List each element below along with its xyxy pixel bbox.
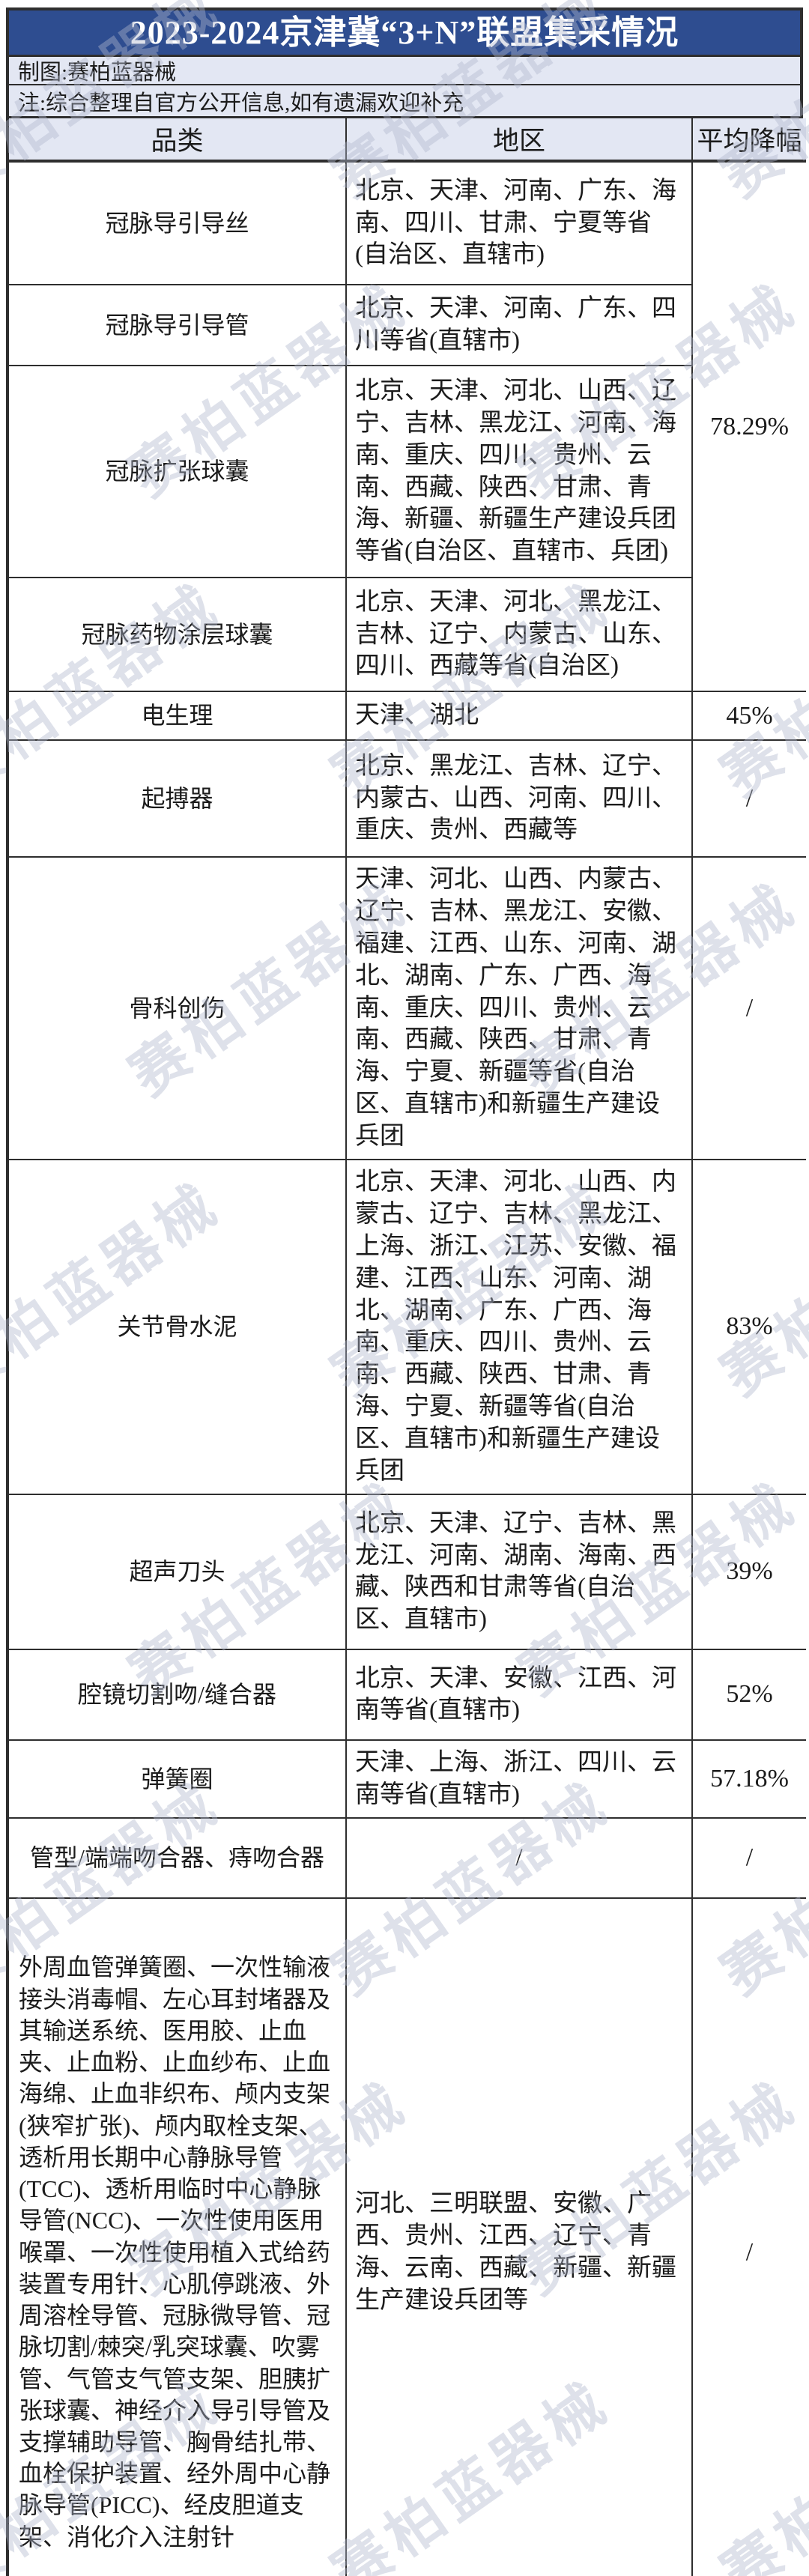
category-cell: 骨科创伤: [9, 855, 347, 1161]
region-cell: /: [345, 1816, 693, 1899]
avg-reduction-cell: 52%: [691, 1648, 806, 1741]
table-row: 腔镜切割吻/缝合器 北京、天津、安徽、江西、河南等省(直辖市) 52%: [9, 1648, 806, 1741]
col-header-region: 地区: [345, 118, 693, 163]
region-cell: 北京、天津、河北、山西、辽宁、吉林、黑龙江、河南、海南、重庆、四川、贵州、云南、…: [345, 365, 692, 578]
table-row: 外周血管弹簧圈、一次性输液接头消毒帽、左心耳封堵器及其输送系统、医用胶、止血夹、…: [9, 1897, 806, 2576]
category-cell: 冠脉药物涂层球囊: [9, 577, 347, 692]
region-cell: 天津、河北、山西、内蒙古、辽宁、吉林、黑龙江、安徽、福建、江西、山东、河南、湖北…: [345, 855, 693, 1161]
avg-reduction-cell: /: [691, 1897, 806, 2576]
table-row: 冠脉导引导丝 北京、天津、河南、广东、海南、四川、甘肃、宁夏等省(自治区、直辖市)…: [9, 160, 806, 692]
region-cell: 北京、天津、河北、黑龙江、吉林、辽宁、内蒙古、山东、四川、西藏等省(自治区): [345, 577, 692, 692]
region-cell: 天津、湖北: [345, 691, 693, 741]
category-cell: 弹簧圈: [9, 1739, 347, 1819]
note-line: 注:综合整理自官方公开信息,如有遗漏欢迎补充: [9, 85, 800, 118]
region-cell: 北京、天津、河南、广东、四川等省(直辖市): [345, 284, 692, 366]
avg-reduction-cell: 78.29%: [691, 160, 806, 692]
avg-reduction-cell: /: [691, 1816, 806, 1899]
region-cell: 北京、天津、安徽、江西、河南等省(直辖市): [345, 1648, 693, 1741]
procurement-table: 品类 地区 平均降幅 冠脉导引导丝 北京、天津、河南、广东、海南、四川、甘肃、宁夏…: [9, 118, 806, 2576]
region-cell: 河北、三明联盟、安徽、广西、贵州、江西、辽宁、青海、云南、西藏、新疆、新疆生产建…: [345, 1897, 693, 2576]
category-cell: 外周血管弹簧圈、一次性输液接头消毒帽、左心耳封堵器及其输送系统、医用胶、止血夹、…: [9, 1897, 347, 2576]
table-header-row: 品类 地区 平均降幅: [9, 118, 806, 163]
avg-reduction-cell: 39%: [691, 1493, 806, 1650]
col-header-category: 品类: [9, 118, 347, 163]
table-row: 管型/端端吻合器、痔吻合器 / /: [9, 1816, 806, 1899]
table-row: 冠脉药物涂层球囊 北京、天津、河北、黑龙江、吉林、辽宁、内蒙古、山东、四川、西藏等…: [9, 577, 806, 692]
region-cell: 北京、天津、河南、广东、海南、四川、甘肃、宁夏等省(自治区、直辖市): [345, 160, 693, 285]
table-row: 电生理 天津、湖北 45%: [9, 691, 806, 741]
region-cell: 天津、上海、浙江、四川、云南等省(直辖市): [345, 1739, 693, 1819]
category-cell: 关节骨水泥: [9, 1159, 347, 1495]
category-cell: 冠脉扩张球囊: [9, 365, 347, 578]
table-row: 骨科创伤 天津、河北、山西、内蒙古、辽宁、吉林、黑龙江、安徽、福建、江西、山东、河…: [9, 855, 806, 1161]
credit-line: 制图:赛柏蓝器械: [9, 57, 800, 85]
region-cell: 北京、天津、河北、山西、内蒙古、辽宁、吉林、黑龙江、上海、浙江、江苏、安徽、福建…: [345, 1159, 693, 1495]
category-cell: 冠脉导引导管: [9, 284, 347, 366]
region-cell: 北京、黑龙江、吉林、辽宁、内蒙古、山西、河南、四川、重庆、贵州、西藏等: [345, 739, 693, 858]
avg-reduction-cell: /: [691, 855, 806, 1161]
category-cell: 起搏器: [9, 739, 347, 858]
avg-reduction-cell: 83%: [691, 1159, 806, 1495]
table-row: 冠脉扩张球囊 北京、天津、河北、山西、辽宁、吉林、黑龙江、河南、海南、重庆、四川、…: [9, 365, 806, 578]
avg-reduction-cell: 45%: [691, 691, 806, 741]
table-row: 关节骨水泥 北京、天津、河北、山西、内蒙古、辽宁、吉林、黑龙江、上海、浙江、江苏、…: [9, 1159, 806, 1495]
procurement-document: 2023-2024京津冀“3+N”联盟集采情况 制图:赛柏蓝器械 注:综合整理自…: [6, 7, 806, 2576]
category-cell: 腔镜切割吻/缝合器: [9, 1648, 347, 1741]
category-cell: 管型/端端吻合器、痔吻合器: [9, 1816, 347, 1899]
table-row: 弹簧圈 天津、上海、浙江、四川、云南等省(直辖市) 57.18%: [9, 1739, 806, 1819]
col-header-avg-reduction: 平均降幅: [691, 118, 806, 163]
category-cell: 电生理: [9, 691, 347, 741]
table-row: 冠脉导引导管 北京、天津、河南、广东、四川等省(直辖市): [9, 284, 806, 366]
category-cell: 超声刀头: [9, 1493, 347, 1650]
avg-reduction-cell: 57.18%: [691, 1739, 806, 1819]
category-cell: 冠脉导引导丝: [9, 160, 347, 285]
table-row: 起搏器 北京、黑龙江、吉林、辽宁、内蒙古、山西、河南、四川、重庆、贵州、西藏等 /: [9, 739, 806, 858]
table-row: 超声刀头 北京、天津、辽宁、吉林、黑龙江、河南、湖南、海南、西藏、陕西和甘肃等省(…: [9, 1493, 806, 1650]
avg-reduction-cell: /: [691, 739, 806, 858]
region-cell: 北京、天津、辽宁、吉林、黑龙江、河南、湖南、海南、西藏、陕西和甘肃等省(自治区、…: [345, 1493, 693, 1650]
page-title: 2023-2024京津冀“3+N”联盟集采情况: [9, 10, 800, 57]
